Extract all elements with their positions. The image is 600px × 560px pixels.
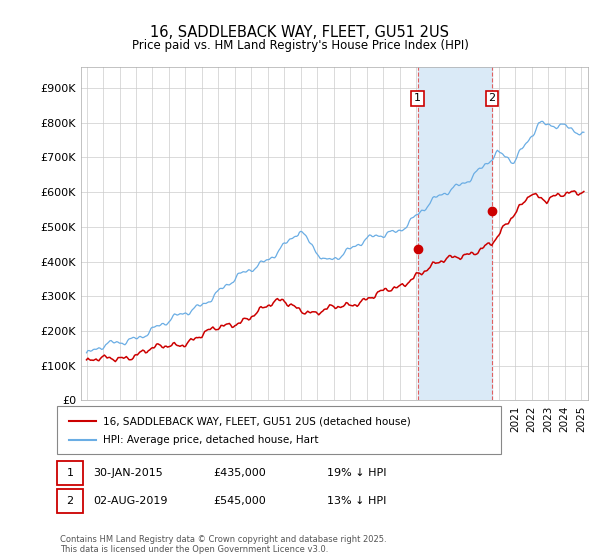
Text: 30-JAN-2015: 30-JAN-2015 — [93, 468, 163, 478]
Text: HPI: Average price, detached house, Hart: HPI: Average price, detached house, Hart — [103, 435, 319, 445]
Text: 2: 2 — [488, 94, 496, 104]
Text: 13% ↓ HPI: 13% ↓ HPI — [327, 496, 386, 506]
Text: Price paid vs. HM Land Registry's House Price Index (HPI): Price paid vs. HM Land Registry's House … — [131, 39, 469, 52]
Text: 2: 2 — [67, 496, 73, 506]
Text: £435,000: £435,000 — [213, 468, 266, 478]
Text: Contains HM Land Registry data © Crown copyright and database right 2025.
This d: Contains HM Land Registry data © Crown c… — [60, 535, 386, 554]
Text: £545,000: £545,000 — [213, 496, 266, 506]
Text: 19% ↓ HPI: 19% ↓ HPI — [327, 468, 386, 478]
Text: 1: 1 — [414, 94, 421, 104]
Text: 16, SADDLEBACK WAY, FLEET, GU51 2US: 16, SADDLEBACK WAY, FLEET, GU51 2US — [151, 25, 449, 40]
Text: 16, SADDLEBACK WAY, FLEET, GU51 2US (detached house): 16, SADDLEBACK WAY, FLEET, GU51 2US (det… — [103, 417, 411, 426]
Bar — [418, 67, 492, 400]
Text: 1: 1 — [67, 468, 73, 478]
Text: 02-AUG-2019: 02-AUG-2019 — [93, 496, 167, 506]
